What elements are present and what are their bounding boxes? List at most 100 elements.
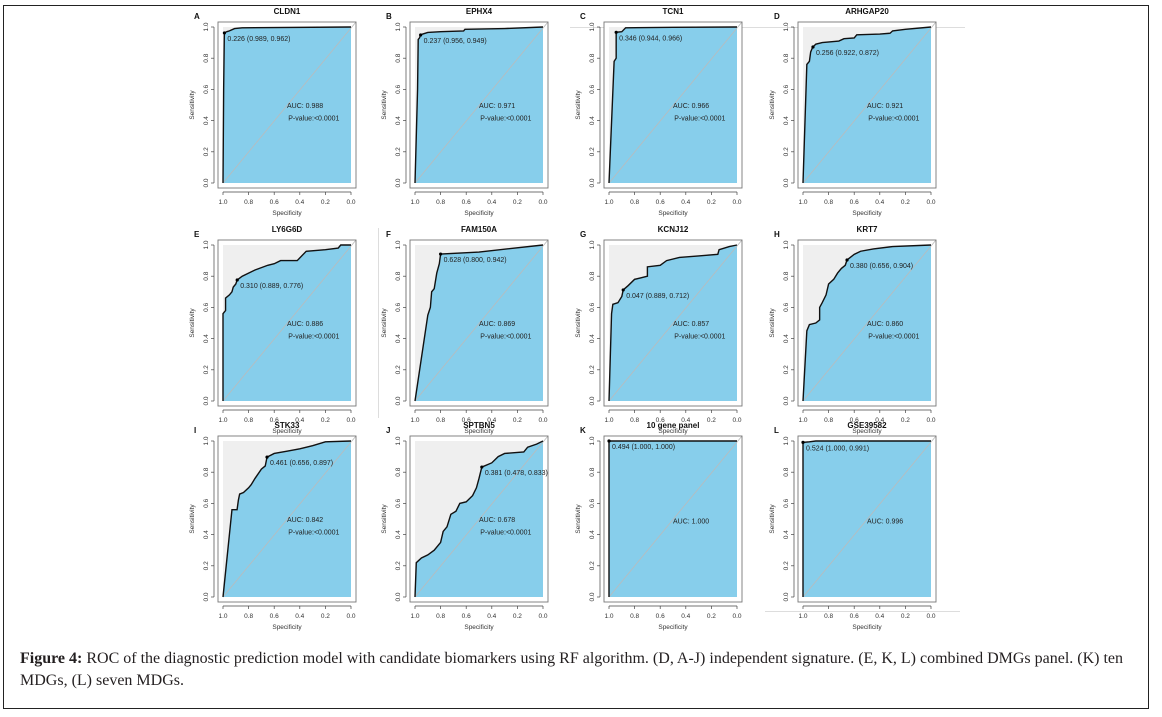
y-tick-label: 0.8 — [395, 53, 402, 62]
y-tick-label: 1.0 — [783, 240, 790, 249]
x-tick-label: 0.2 — [321, 613, 330, 620]
x-tick-label: 0.8 — [436, 613, 445, 620]
roc-curve — [608, 26, 738, 184]
diagonal-reference-line — [608, 239, 743, 402]
threshold-label: 0.237 (0.956, 0.949) — [424, 38, 487, 45]
y-tick-label: 0.8 — [589, 53, 596, 62]
y-tick-label: 0.2 — [203, 561, 210, 570]
threshold-label: 0.226 (0.989, 0.962) — [227, 36, 290, 43]
x-axis-title: Specificity — [658, 210, 688, 217]
plot-border — [409, 239, 549, 407]
y-tick-label: 0.6 — [203, 499, 210, 508]
roc-panel-h: 0.380 (0.656, 0.904) AUC: 0.860 P-value:<0… — [769, 225, 937, 435]
x-tick-label: 0.6 — [656, 417, 665, 424]
x-axis-title: Specificity — [464, 624, 494, 631]
roc-panel-j: 0.381 (0.478, 0.833) AUC: 0.678 P-value:<0… — [381, 421, 549, 631]
y-tick-label: 0.8 — [783, 467, 790, 476]
y-tick-label: 0.6 — [203, 303, 210, 312]
x-tick-label: 0.4 — [875, 613, 884, 620]
x-tick-label: 0.4 — [681, 199, 690, 206]
roc-panel-g: 0.047 (0.889, 0.712) AUC: 0.857 P-value:<0… — [575, 225, 743, 435]
y-tick-label: 0.2 — [395, 561, 402, 570]
panel-divider — [765, 611, 960, 612]
auc-label: AUC: 0.860 — [867, 321, 903, 328]
y-tick-label: 1.0 — [203, 240, 210, 249]
y-tick-label: 1.0 — [395, 240, 402, 249]
y-tick-label: 0.0 — [395, 396, 402, 405]
y-tick-label: 0.8 — [783, 271, 790, 280]
threshold-label: 0.381 (0.478, 0.833) — [485, 470, 548, 477]
threshold-point — [621, 288, 625, 292]
y-axis-title: Sensitivity — [575, 504, 582, 534]
x-tick-label: 0.2 — [513, 417, 522, 424]
x-tick-label: 0.4 — [487, 417, 496, 424]
y-tick-label: 0.0 — [203, 396, 210, 405]
x-tick-label: 0.6 — [656, 199, 665, 206]
y-tick-label: 0.0 — [783, 396, 790, 405]
y-tick-label: 1.0 — [395, 22, 402, 31]
auc-label: AUC: 1.000 — [673, 519, 709, 526]
y-tick-label: 0.0 — [783, 178, 790, 187]
diagonal-reference-line — [802, 21, 937, 184]
x-axis-title: Specificity — [852, 428, 882, 435]
threshold-point — [439, 252, 443, 256]
threshold-label: 0.380 (0.656, 0.904) — [850, 263, 913, 270]
y-tick-label: 1.0 — [203, 436, 210, 445]
auc-label: AUC: 0.996 — [867, 519, 903, 526]
x-tick-label: 0.0 — [732, 613, 741, 620]
x-axis-title: Specificity — [272, 428, 302, 435]
pvalue-label: P-value:<0.0001 — [288, 116, 339, 123]
plot-border — [217, 435, 357, 603]
threshold-label: 0.047 (0.889, 0.712) — [626, 293, 689, 300]
auc-label: AUC: 0.869 — [479, 321, 515, 328]
x-tick-label: 0.8 — [824, 417, 833, 424]
plot-border — [797, 21, 937, 189]
plot-border — [409, 21, 549, 189]
plot-border — [797, 435, 937, 603]
diagonal-reference-line — [222, 239, 357, 402]
panel-title: TCN1 — [663, 7, 684, 16]
figure-frame — [3, 5, 1149, 709]
threshold-point — [222, 31, 227, 35]
pvalue-label: P-value:<0.0001 — [288, 530, 339, 537]
roc-figure: 0.226 (0.989, 0.962) AUC: 0.988 P-value:<0… — [189, 7, 937, 631]
roc-panel-i: 0.461 (0.656, 0.897) AUC: 0.842 P-value:<0… — [189, 421, 357, 631]
pvalue-label: P-value:<0.0001 — [868, 334, 919, 341]
x-tick-label: 1.0 — [604, 613, 613, 620]
x-tick-label: 1.0 — [798, 613, 807, 620]
panel-letter: L — [774, 426, 779, 435]
x-tick-label: 0.2 — [901, 613, 910, 620]
auc-label: AUC: 0.971 — [479, 103, 515, 110]
pvalue-label: P-value:<0.0001 — [480, 530, 531, 537]
pvalue-label: P-value:<0.0001 — [868, 116, 919, 123]
y-tick-label: 0.4 — [589, 116, 596, 125]
x-tick-label: 0.8 — [244, 417, 253, 424]
panel-letter: D — [774, 12, 780, 21]
roc-curve — [414, 26, 544, 184]
x-tick-label: 0.0 — [346, 199, 355, 206]
y-tick-label: 0.4 — [395, 334, 402, 343]
x-tick-label: 0.8 — [630, 199, 639, 206]
y-axis-title: Sensitivity — [769, 504, 776, 534]
x-tick-label: 0.2 — [513, 613, 522, 620]
caption-label: Figure 4: — [20, 650, 83, 667]
x-axis-title: Specificity — [658, 624, 688, 631]
panel-title: SPTBN5 — [463, 421, 495, 430]
y-axis-title: Sensitivity — [381, 308, 388, 338]
roc-panel-a: 0.226 (0.989, 0.962) AUC: 0.988 P-value:<0… — [189, 7, 357, 217]
y-tick-label: 0.6 — [589, 499, 596, 508]
x-tick-label: 1.0 — [604, 417, 613, 424]
panel-title: CLDN1 — [274, 7, 301, 16]
auc-label: AUC: 0.921 — [867, 103, 903, 110]
y-tick-label: 0.8 — [395, 271, 402, 280]
x-tick-label: 0.2 — [513, 199, 522, 206]
panel-letter: I — [194, 426, 196, 435]
x-tick-label: 0.8 — [824, 613, 833, 620]
y-tick-label: 0.0 — [395, 178, 402, 187]
panel-title: LY6G6D — [272, 225, 303, 234]
panel-letter: K — [580, 426, 586, 435]
y-tick-label: 0.0 — [203, 178, 210, 187]
y-tick-label: 0.6 — [783, 303, 790, 312]
threshold-point — [480, 465, 484, 469]
x-axis-title: Specificity — [272, 624, 302, 631]
